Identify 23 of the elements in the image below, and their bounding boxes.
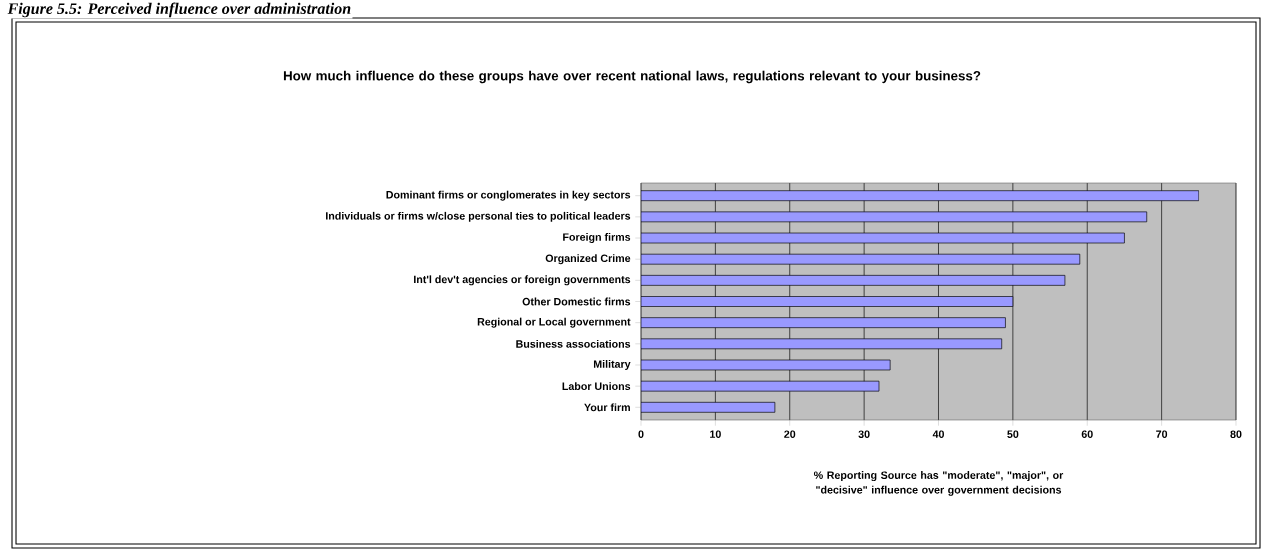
- y-tick-label: Regional or Local government: [477, 317, 631, 328]
- y-tick-label: Int'l dev't agencies or foreign governments: [414, 275, 631, 286]
- y-tick-label: Your firm: [584, 403, 630, 412]
- y-tick-label: Labor Unions: [562, 382, 631, 391]
- x-tick-label: 50: [1007, 430, 1019, 438]
- y-tick-label: Individuals or firms w/close personal ties to political leaders: [326, 211, 631, 222]
- caption: Figure 5.5: Perceived influence over administration: [7, 2, 351, 18]
- y-tick-label: Foreign firms: [563, 233, 631, 244]
- y-tick-label: Other Domestic firms: [522, 297, 631, 306]
- y-tick-label: Business associations: [516, 339, 631, 348]
- x-tick-label: 40: [932, 430, 944, 438]
- x-tick-label: 30: [858, 430, 870, 438]
- x-tick-label: 80: [1230, 430, 1242, 438]
- chart-title: How much influence do these groups have over recent national laws, regulations relevant to your business?: [283, 70, 981, 84]
- x-tick-label: 70: [1156, 430, 1168, 438]
- x-tick-label: 10: [710, 430, 721, 438]
- x-tick-label: 0: [638, 430, 644, 438]
- y-tick-label: Organized Crime: [545, 254, 631, 265]
- x-tick-label: 20: [784, 430, 796, 438]
- x-axis-title: % Reporting Source has "moderate", "major", or "decisive" influence over government decisions: [813, 471, 1064, 496]
- y-tick-label: Dominant firms or conglomerates in key sectors: [386, 190, 631, 201]
- y-tick-label: Military: [593, 360, 631, 370]
- x-tick-label: 60: [1081, 430, 1093, 438]
